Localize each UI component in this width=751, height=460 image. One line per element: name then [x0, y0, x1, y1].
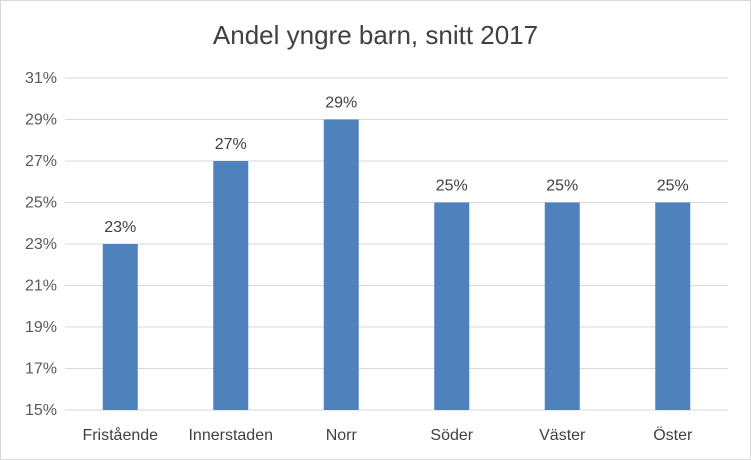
y-tick-label: 27%	[25, 153, 57, 170]
y-tick-label: 15%	[25, 402, 57, 419]
y-tick-label: 23%	[25, 236, 57, 253]
y-tick-label: 31%	[25, 70, 57, 87]
category-label: Fristående	[82, 426, 158, 444]
category-label: Norr	[326, 427, 358, 444]
category-label: Söder	[430, 427, 473, 444]
category-label: Innerstaden	[188, 427, 273, 444]
y-axis-ticks: 15% 17% 19% 21% 23% 25% 27% 29% 31%	[25, 70, 57, 419]
bar	[434, 202, 470, 410]
data-labels: 23% 27% 29% 25% 25% 25%	[104, 95, 689, 237]
data-label: 27%	[215, 136, 247, 153]
bar	[213, 161, 249, 410]
data-label: 23%	[104, 219, 136, 236]
bar	[655, 202, 691, 410]
bars	[102, 119, 691, 410]
data-label: 29%	[325, 95, 357, 112]
data-label: 25%	[657, 178, 689, 195]
category-label: Öster	[653, 426, 693, 444]
chart-title: Andel yngre barn, snitt 2017	[212, 20, 539, 50]
bar	[102, 244, 138, 410]
y-tick-label: 17%	[25, 361, 57, 378]
bar	[544, 202, 580, 410]
gridlines	[65, 77, 728, 411]
y-tick-label: 29%	[25, 112, 57, 129]
y-tick-label: 25%	[25, 195, 57, 212]
data-label: 25%	[546, 178, 578, 195]
bar	[323, 119, 359, 410]
data-label: 25%	[436, 178, 468, 195]
category-label: Väster	[539, 427, 586, 444]
y-tick-label: 21%	[25, 278, 57, 295]
x-axis-categories: Fristående Innerstaden Norr Söder Väster Öste…	[82, 426, 693, 444]
y-tick-label: 19%	[25, 319, 57, 336]
